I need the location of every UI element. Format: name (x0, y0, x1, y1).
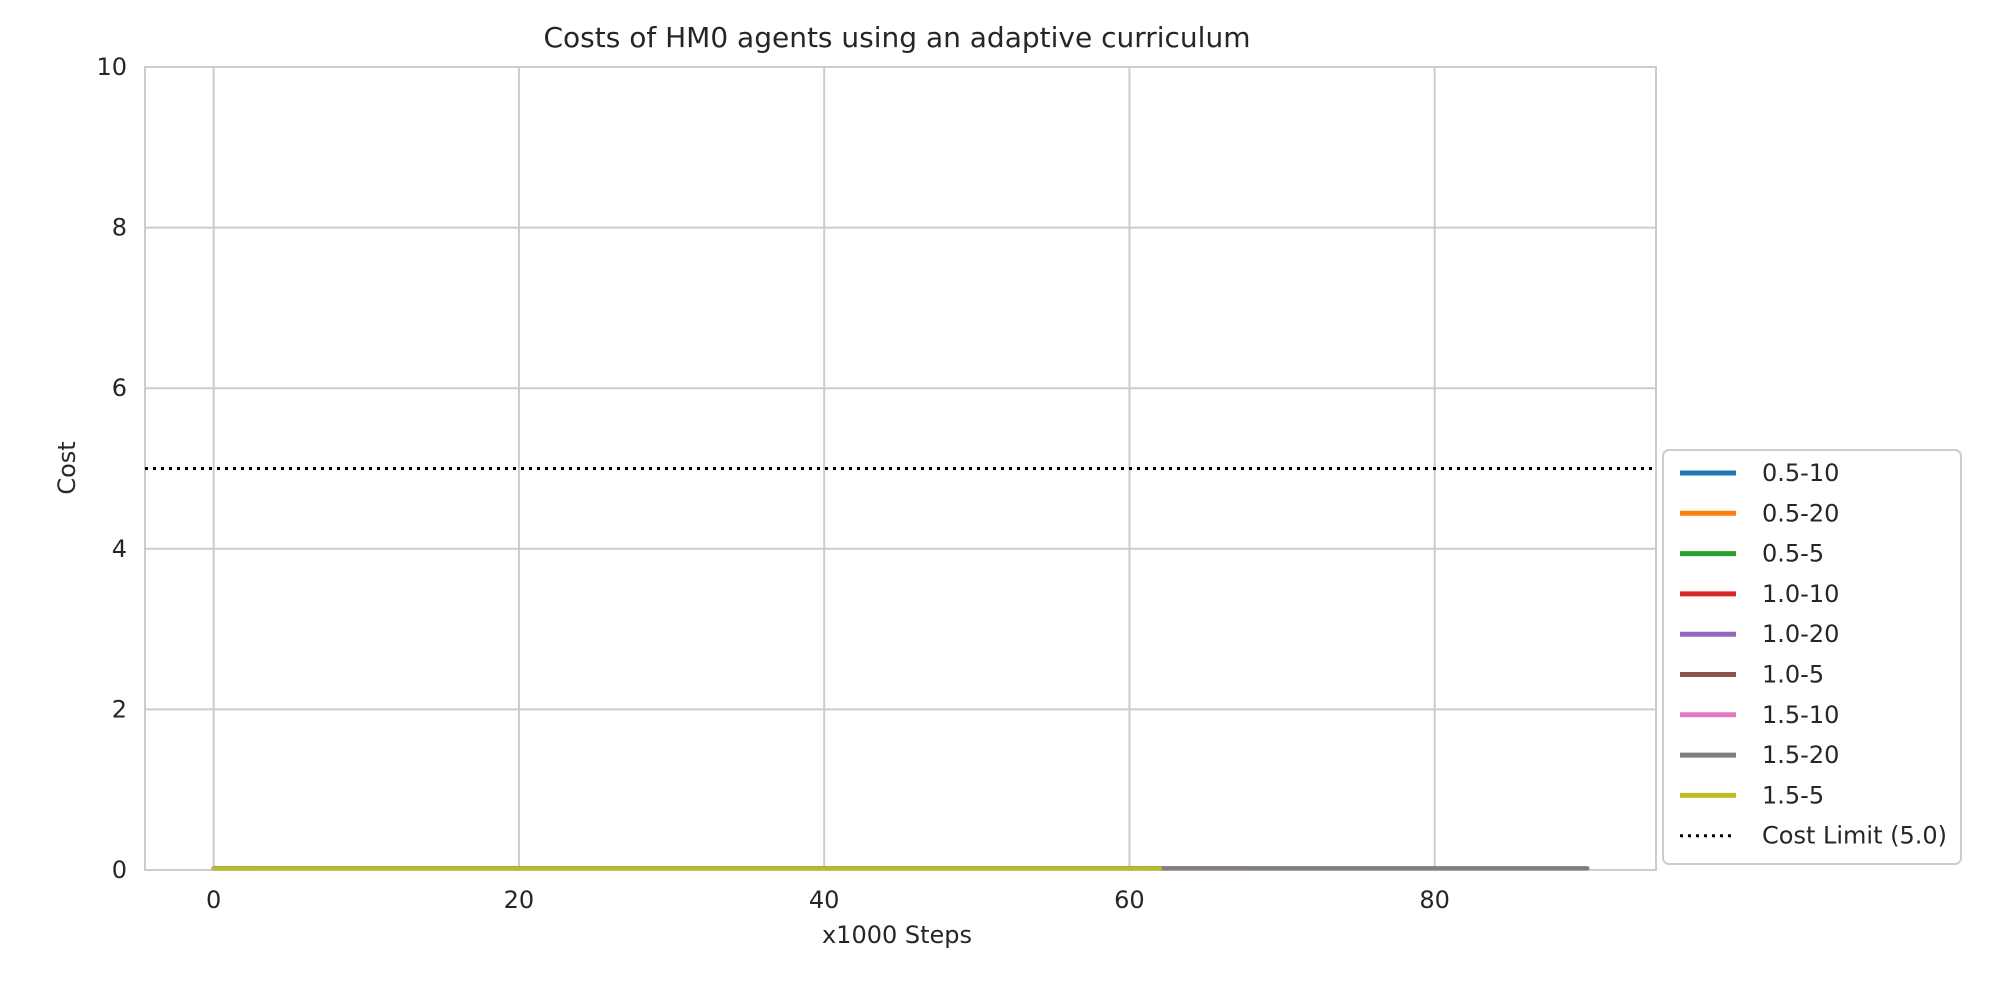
tick-labels: 0 20 40 60 80 0 2 4 6 8 10 (96, 53, 1450, 914)
legend-items: 0.5-10 0.5-20 0.5-5 1.0-10 1.0-20 1.0-5 1.5-10… (1680, 459, 1947, 850)
y-tick-label: 8 (112, 214, 127, 242)
x-tick-label: 20 (504, 886, 535, 914)
legend-label: 1.0-10 (1762, 580, 1839, 608)
grid (145, 67, 1656, 870)
y-axis-title: Cost (53, 441, 81, 494)
y-tick-label: 6 (112, 374, 127, 402)
y-tick-label: 10 (96, 53, 127, 81)
x-tick-label: 40 (809, 886, 840, 914)
x-tick-label: 60 (1114, 886, 1145, 914)
chart-title: Costs of HM0 agents using an adaptive cu… (544, 21, 1251, 54)
legend-label: 1.5-20 (1762, 741, 1839, 769)
x-tick-label: 80 (1419, 886, 1450, 914)
legend-frame (1662, 449, 1962, 865)
x-axis-title: x1000 Steps (822, 921, 972, 949)
legend-label: 1.5-5 (1762, 781, 1824, 809)
y-tick-label: 4 (112, 535, 127, 563)
y-tick-label: 2 (112, 695, 127, 723)
legend-label: 0.5-5 (1762, 540, 1824, 568)
legend-label: 0.5-10 (1762, 459, 1839, 487)
legend-label: 1.0-20 (1762, 620, 1839, 648)
y-tick-label: 0 (112, 856, 127, 884)
legend: 0.5-10 0.5-20 0.5-5 1.0-10 1.0-20 1.0-5 1.5-10… (1662, 449, 1962, 865)
legend-label: 1.5-10 (1762, 701, 1839, 729)
legend-label: 1.0-5 (1762, 661, 1824, 689)
legend-label: 0.5-20 (1762, 499, 1839, 527)
legend-label: Cost Limit (5.0) (1762, 822, 1947, 850)
x-tick-label: 0 (206, 886, 221, 914)
